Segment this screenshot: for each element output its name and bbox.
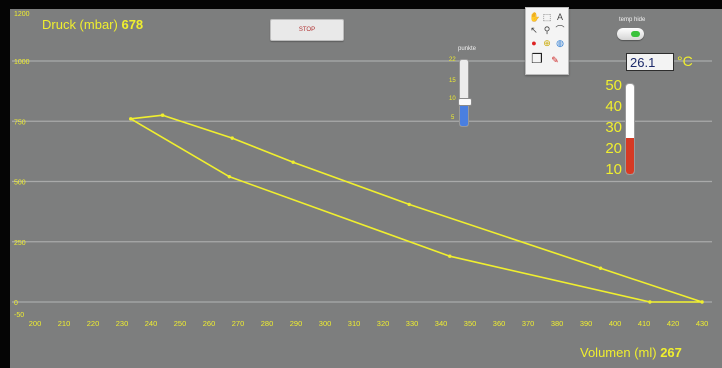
breakpoint-icon[interactable]: ● <box>531 38 537 48</box>
punkte-slider-fill <box>460 102 468 126</box>
volume-readout: Volumen (ml) 267 <box>580 345 682 360</box>
thermometer <box>625 83 635 175</box>
data-point <box>598 266 603 270</box>
pressure-label: Druck (mbar) <box>42 17 118 32</box>
x-tick-label: 340 <box>435 319 448 328</box>
stop-button[interactable]: STOP <box>270 19 344 41</box>
data-point <box>227 174 232 179</box>
x-tick-label: 390 <box>580 319 593 328</box>
y-tick-label: 1200 <box>14 11 30 18</box>
x-tick-label: 240 <box>145 319 158 328</box>
x-tick-label: 300 <box>319 319 332 328</box>
x-tick-label: 350 <box>464 319 477 328</box>
hand-icon[interactable]: ✋ <box>529 12 541 22</box>
punkte-tick-label: 15 <box>449 78 456 84</box>
x-tick-label: 360 <box>493 319 506 328</box>
data-point <box>448 254 452 258</box>
x-axis: 200 210 220 230 240 250 260 270 280 290 300 310 320 3… <box>29 319 709 328</box>
data-point <box>160 113 165 117</box>
x-tick-label: 210 <box>58 319 71 328</box>
x-tick-label: 230 <box>116 319 129 328</box>
volume-label: Volumen (ml) <box>580 345 657 360</box>
text-icon[interactable]: A <box>556 12 563 22</box>
brush-icon[interactable]: ⌒ <box>555 25 565 35</box>
data-point <box>648 300 652 304</box>
punkte-slider[interactable] <box>459 59 469 127</box>
toggle-led-icon <box>631 31 640 37</box>
wiring-icon[interactable]: ⚲ <box>543 25 551 35</box>
y-tick-label: 750 <box>14 119 26 126</box>
tool-palette: ✋ ⬚ A ↖ ⚲ ⌒ ● ⊕ ◍ ❐ ✎ <box>525 7 569 75</box>
chart-grid <box>12 60 712 303</box>
thermo-tick-label: 20 <box>605 140 622 157</box>
punkte-label: punkte <box>458 46 477 52</box>
data-point <box>129 117 133 121</box>
thermo-tick-label: 10 <box>605 161 622 178</box>
volume-value: 267 <box>660 345 682 360</box>
punkte-tick-label: 10 <box>449 96 456 102</box>
pencil-icon[interactable]: ✎ <box>551 55 559 65</box>
pressure-value: 678 <box>121 17 144 32</box>
y-tick-label: 250 <box>14 240 26 247</box>
x-tick-label: 220 <box>87 319 100 328</box>
y-tick-label: 500 <box>14 180 26 187</box>
thermo-tick-label: 50 <box>605 77 622 94</box>
data-point <box>230 136 234 140</box>
data-point <box>291 160 295 164</box>
punkte-tick-label: 22 <box>449 57 456 63</box>
x-tick-label: 310 <box>348 319 361 328</box>
x-tick-label: 200 <box>29 319 42 328</box>
x-tick-label: 410 <box>638 319 651 328</box>
y-tick-label: -50 <box>14 312 24 319</box>
thermometer-fill <box>626 137 634 174</box>
temp-hide-label: temp hide <box>619 17 646 23</box>
select-icon[interactable]: ⬚ <box>542 12 552 22</box>
x-tick-label: 280 <box>261 319 274 328</box>
thermo-tick-label: 40 <box>605 98 622 115</box>
x-tick-label: 290 <box>290 319 303 328</box>
thermometer-scale: 50 40 30 20 10 <box>598 78 622 178</box>
temp-hide-toggle[interactable] <box>617 28 644 40</box>
x-tick-label: 380 <box>551 319 564 328</box>
probe-icon[interactable]: ⊕ <box>543 38 551 48</box>
pv-trace <box>129 113 704 304</box>
x-tick-label: 330 <box>406 319 419 328</box>
x-tick-label: 250 <box>174 319 187 328</box>
pressure-readout: Druck (mbar) 678 <box>42 17 143 32</box>
punkte-slider-thumb[interactable] <box>458 98 472 107</box>
temperature-value: 26.1 <box>626 53 674 71</box>
x-tick-label: 400 <box>609 319 622 328</box>
x-tick-label: 370 <box>522 319 535 328</box>
thermo-tick-label: 30 <box>605 119 622 136</box>
x-tick-label: 260 <box>203 319 216 328</box>
y-tick-label: 0 <box>14 300 18 307</box>
data-point <box>700 300 704 304</box>
temperature-unit: °C <box>677 53 693 69</box>
y-tick-label: 1000 <box>14 59 30 66</box>
x-tick-label: 320 <box>377 319 390 328</box>
y-axis: 1200 1000 750 500 250 0 -50 <box>14 11 30 319</box>
shadow-box-icon[interactable]: ❐ <box>531 51 543 66</box>
data-point <box>407 202 411 207</box>
x-tick-label: 430 <box>696 319 709 328</box>
x-tick-label: 420 <box>667 319 680 328</box>
x-tick-label: 270 <box>232 319 245 328</box>
color-icon[interactable]: ◍ <box>556 38 564 48</box>
pointer-icon[interactable]: ↖ <box>530 25 538 35</box>
punkte-tick-label: 5 <box>451 115 455 121</box>
